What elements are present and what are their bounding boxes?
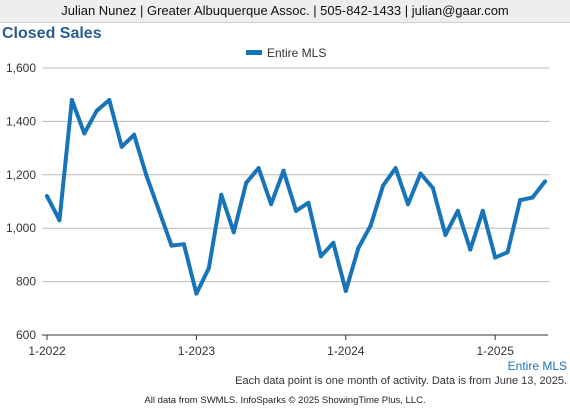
data-point [406, 202, 411, 207]
data-point [443, 232, 448, 237]
data-point [256, 166, 261, 171]
x-tick-label: 1-2025 [477, 344, 515, 358]
data-point [45, 194, 49, 199]
data-point [132, 132, 137, 137]
data-footnote: Each data point is one month of activity… [235, 375, 567, 387]
series-end-label: Entire MLS [508, 359, 567, 373]
data-credits: All data from SWMLS. InfoSparks © 2025 S… [144, 395, 426, 406]
data-point [206, 266, 211, 271]
data-point [393, 166, 398, 171]
data-point [281, 168, 286, 173]
y-tick-label: 1,200 [6, 168, 36, 182]
x-tick-label: 1-2023 [178, 344, 216, 358]
data-point [381, 183, 386, 188]
data-point [144, 174, 149, 179]
data-point [505, 250, 510, 255]
gridlines [42, 67, 550, 283]
data-point [518, 198, 523, 203]
data-point [418, 171, 423, 176]
data-point [455, 208, 460, 213]
chart-title: Closed Sales [2, 25, 102, 42]
data-point [219, 192, 224, 197]
data-point [169, 243, 174, 248]
data-point [94, 108, 99, 113]
y-tick-label: 1,600 [6, 61, 36, 75]
data-point [244, 180, 249, 185]
data-point [368, 223, 373, 228]
data-point [343, 288, 348, 293]
data-point [157, 208, 162, 213]
y-tick-label: 1,400 [6, 114, 36, 128]
legend[interactable]: Entire MLS [246, 46, 326, 60]
contact-banner: Julian Nunez | Greater Albuquerque Assoc… [0, 0, 570, 23]
data-point [480, 208, 485, 213]
data-point [331, 240, 336, 245]
data-point [493, 255, 498, 260]
data-point [306, 200, 311, 205]
x-axis-ticks: 1-2022 1-2023 1-2024 1-2025 [28, 335, 514, 358]
y-tick-label: 1,000 [6, 221, 36, 235]
data-point [82, 131, 87, 136]
data-point [119, 144, 124, 149]
y-tick-label: 600 [16, 328, 36, 342]
data-point [318, 254, 323, 259]
legend-label: Entire MLS [267, 46, 326, 60]
data-point [181, 242, 186, 247]
series-line-entire-mls [45, 98, 547, 296]
contact-info: Julian Nunez | Greater Albuquerque Assoc… [61, 3, 509, 18]
data-point [468, 247, 473, 252]
y-tick-label: 800 [16, 275, 36, 289]
data-point [430, 186, 435, 191]
x-tick-label: 1-2024 [327, 344, 365, 358]
data-point [543, 179, 547, 184]
data-point [57, 218, 62, 223]
data-point [294, 208, 298, 213]
data-point [269, 202, 274, 207]
data-point [69, 98, 74, 103]
data-point [231, 230, 236, 235]
data-point [530, 195, 535, 200]
data-point [194, 291, 199, 296]
legend-swatch [246, 50, 262, 55]
x-tick-label: 1-2022 [28, 344, 66, 358]
data-point [356, 246, 361, 251]
data-point [107, 98, 112, 103]
y-axis-ticks: 600 800 1,000 1,200 1,400 1,600 [6, 61, 36, 342]
